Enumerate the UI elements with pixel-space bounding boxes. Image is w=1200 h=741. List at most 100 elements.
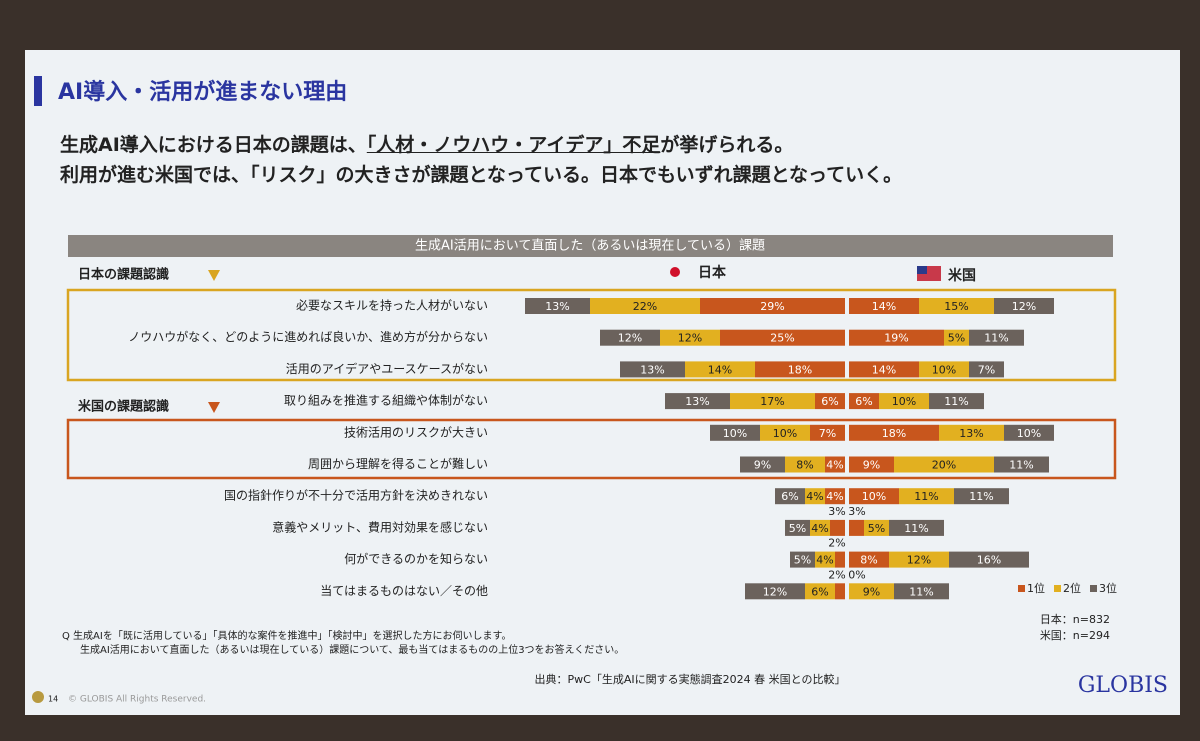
bar-segment [969,329,1024,346]
bar-segment [600,329,660,346]
arrow [208,270,220,281]
bar-segment [849,298,919,314]
value-label: 12% [907,554,931,567]
value-label: 17% [760,395,784,408]
source: 出典：PwC「生成AIに関する実態調査2024 春 米国との比較」 [535,672,846,686]
value-label: 10% [1017,427,1041,440]
group-label: 米国の課題認識 [78,399,169,415]
sample-size: 日本：n=832 [1040,612,1110,626]
bar-segment [590,298,700,314]
bar-segment [849,393,879,410]
bar-segment [994,456,1049,473]
bar-segment [785,519,810,536]
bar-segment [810,424,845,441]
legend-swatch [1018,585,1025,592]
value-label: 15% [944,300,968,313]
bar-segment [755,361,845,378]
group-box [66,288,1117,382]
category-label: 何ができるのかを知らない [344,551,488,566]
value-label: 11% [944,395,968,408]
value-label: 4% [826,490,843,503]
bar-segment [849,583,894,600]
value-label: 5% [794,554,811,567]
value-label: 10% [932,363,956,376]
bar-segment [949,551,1029,568]
value-label: 8% [796,459,813,472]
bar-segment [954,488,1009,505]
footnote: 生成AI活用において直面した（あるいは現在している）課題について、最も当てはまる… [80,643,624,656]
bar-segment [810,519,830,536]
bar-segment [939,424,1004,441]
value-label: 7% [978,363,995,376]
value-label: 11% [909,585,933,598]
title-bar [34,76,42,106]
value-label: 2% [828,568,845,581]
bar-segment [849,488,899,505]
bar-segment [1004,424,1054,441]
value-label: 3% [848,505,865,518]
bar-segment [849,456,894,473]
page-number: 14 [48,695,58,704]
bar-segment [660,329,720,346]
bar-segment [700,298,845,314]
value-label: 14% [872,300,896,313]
value-label: 4% [826,459,843,472]
value-label: 10% [892,395,916,408]
bar-segment [894,456,994,473]
bar-segment [790,551,815,568]
header-band [68,235,1113,257]
category-label: 活用のアイデアやユースケースがない [286,361,488,376]
bar-segment [805,488,825,505]
bar-segment [899,488,954,505]
title: AI導入・活用が進まない理由 [58,79,347,105]
bar-segment [525,298,590,314]
panel-label: 米国 [948,267,976,284]
bar-segment [620,361,685,378]
value-label: 11% [969,490,993,503]
value-label: 6% [781,490,798,503]
bar-segment [740,456,785,473]
bar-segment [815,551,835,568]
bar-segment [825,488,845,505]
page-badge [32,691,44,703]
bar-segment [785,456,825,473]
bar-segment [919,298,994,314]
subtitle-line: 利用が進む米国では、「リスク」の大きさが課題となっている。日本でもいずれ課題とな… [60,164,903,186]
flag-japan [670,267,680,277]
value-label: 4% [816,554,833,567]
bar-segment [720,329,845,346]
value-label: 10% [862,490,886,503]
bar-segment [849,519,864,536]
group-label: 日本の課題認識 [78,267,169,283]
bar-segment [849,551,889,568]
category-label: ノウハウがなく、どのように進めれば良いか、進め方が分からない [128,329,488,344]
value-label: 29% [760,300,784,313]
bar-segment [710,424,760,441]
flag-us-canton [917,266,927,274]
value-label: 2% [828,537,845,550]
value-label: 5% [948,332,965,345]
bar-segment [944,329,969,346]
value-label: 10% [723,427,747,440]
value-label: 25% [770,332,794,345]
footnote: Q 生成AIを「既に活用している」「具体的な案件を推進中」「検討中」を選択した方… [62,629,512,642]
sample-size: 米国：n=294 [1040,629,1110,642]
value-label: 18% [788,363,812,376]
subtitle-line: 生成AI導入における日本の課題は、「人材・ノウハウ・アイデア」不足が挙げられる。 [60,130,793,157]
bar-segment [919,361,969,378]
subtitle-part: が挙げられる。 [660,134,794,156]
legend-label: 3位 [1099,581,1117,595]
value-label: 11% [904,522,928,535]
bar-segment [835,583,845,600]
chart-title: 生成AI活用において直面した（あるいは現在している）課題 [415,238,765,254]
value-label: 10% [773,427,797,440]
bar-segment [889,551,949,568]
subtitle-part: 生成AI導入における日本の課題は、 [60,134,367,156]
category-label: 国の指針作りが不十分で活用方針を決めきれない [224,488,488,503]
category-label: 技術活用のリスクが大きい [344,424,488,439]
category-label: 意義やメリット、費用対効果を感じない [272,519,488,534]
bar-segment [775,488,805,505]
subtitle-emphasis: 「人材・ノウハウ・アイデア」不足 [366,134,661,156]
